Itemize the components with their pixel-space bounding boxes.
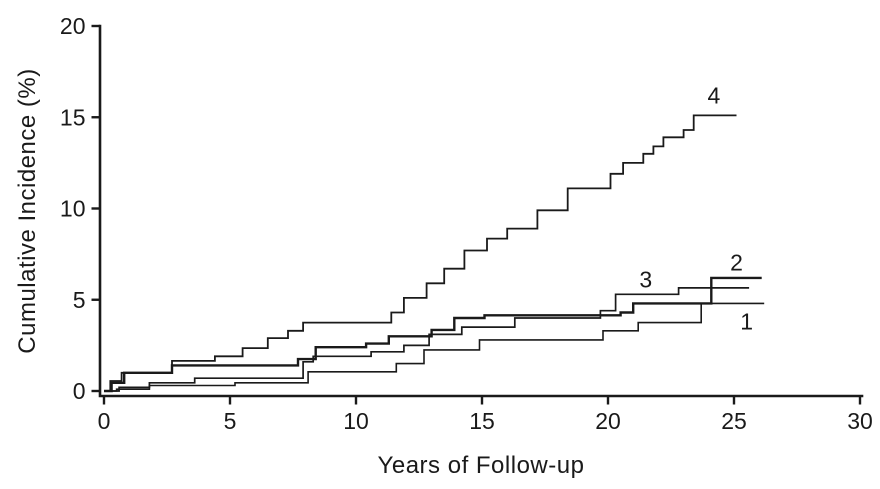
y-axis-tick-label-20: 20: [60, 13, 86, 39]
series-path-3: [104, 287, 750, 392]
curve-label-4: 4: [707, 82, 720, 108]
x-axis-tick-label-15: 15: [469, 408, 495, 434]
y-axis-tick-label-10: 10: [60, 196, 86, 222]
series-path-4: [104, 114, 737, 392]
y-axis-tick-label-15: 15: [60, 104, 86, 130]
y-axis-tick-label-5: 5: [73, 287, 86, 313]
y-axis-tick-label-0: 0: [73, 378, 86, 404]
x-axis-tick-label-25: 25: [721, 408, 747, 434]
x-axis-tick-label-20: 20: [595, 408, 621, 434]
x-axis-tick-label-30: 30: [847, 408, 873, 434]
x-axis-title: Years of Follow-up: [377, 452, 585, 479]
curve-label-3: 3: [639, 267, 652, 293]
y-axis-title: Cumulative Incidence (%): [14, 68, 41, 354]
x-axis-tick-label-10: 10: [343, 408, 369, 434]
x-axis-tick-label-0: 0: [98, 408, 111, 434]
x-axis-tick-label-5: 5: [224, 408, 237, 434]
curve-label-1: 1: [740, 309, 753, 335]
curve-label-2: 2: [730, 249, 743, 275]
